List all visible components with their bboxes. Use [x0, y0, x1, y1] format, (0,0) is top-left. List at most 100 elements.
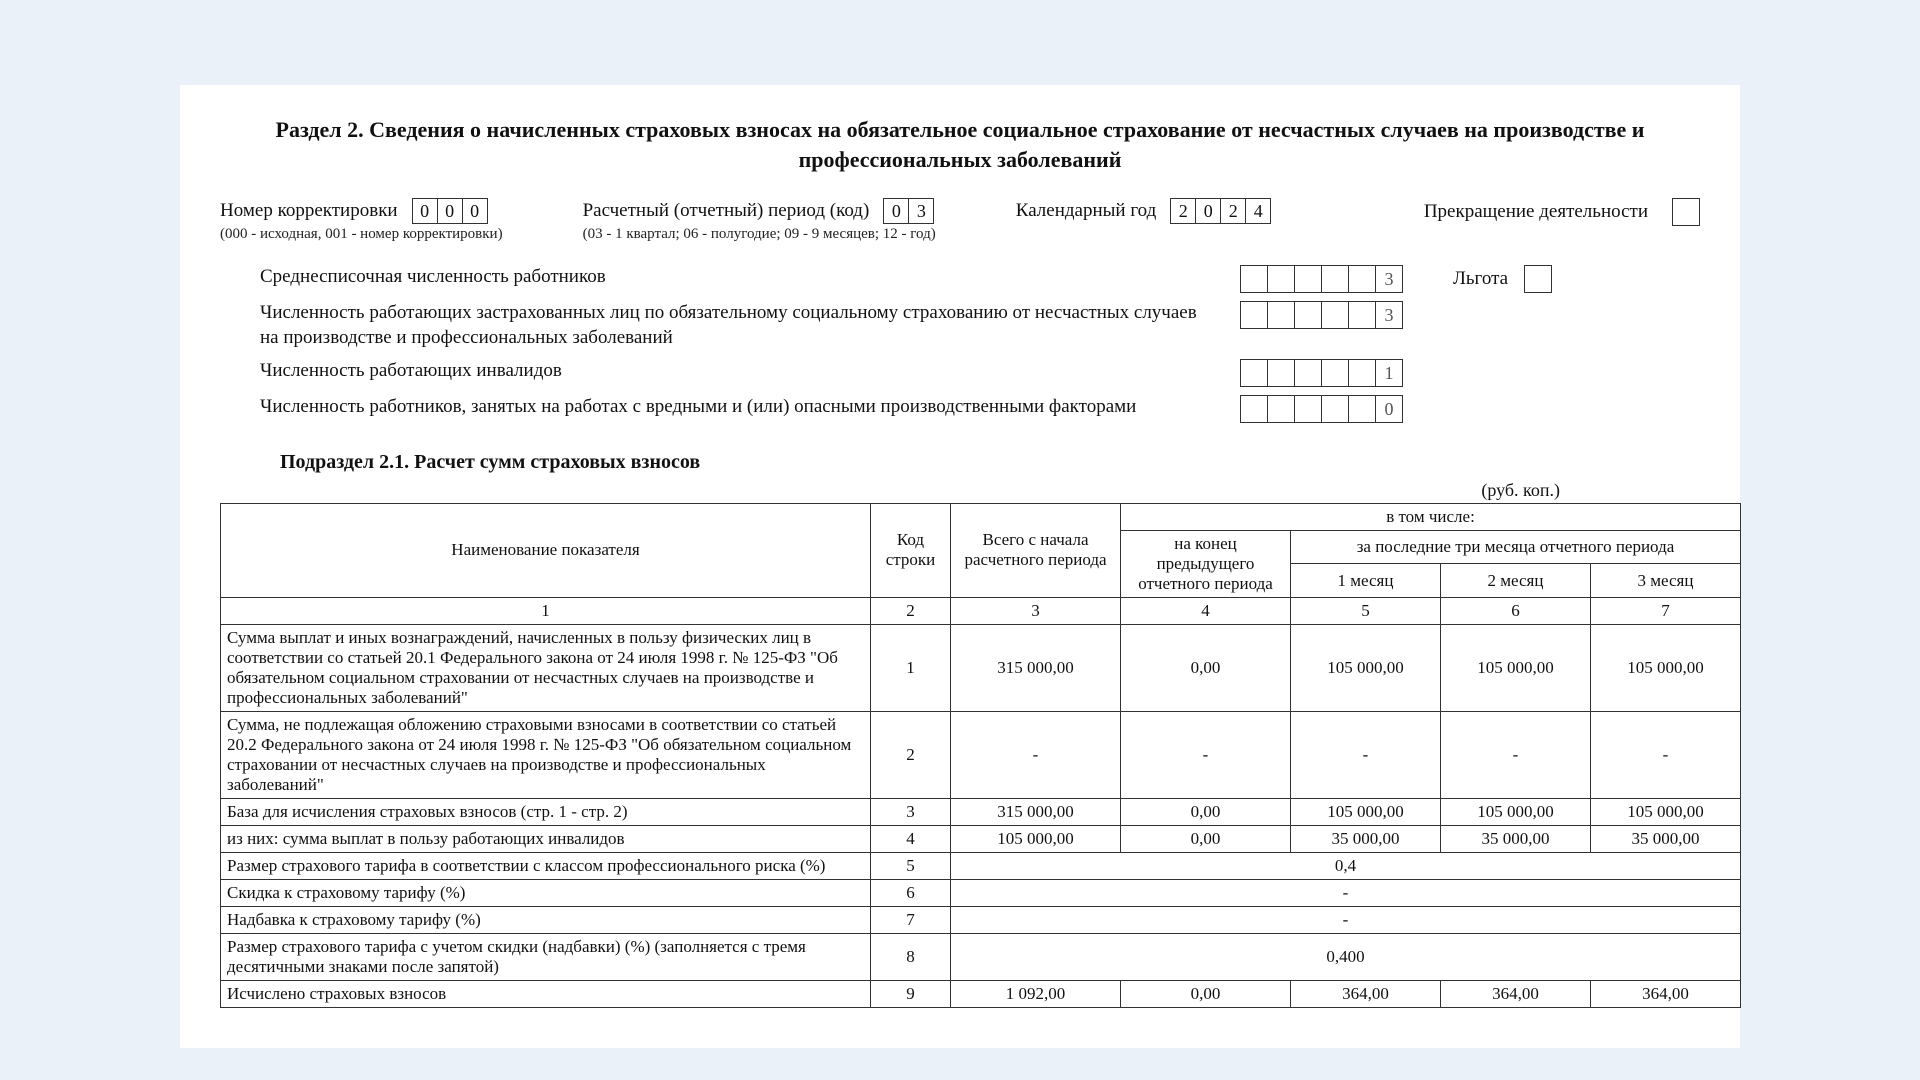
hdr-name: Наименование показателя: [221, 503, 871, 597]
digit-cell[interactable]: 0: [437, 198, 463, 224]
digit-cell[interactable]: [1348, 395, 1376, 423]
row-name: Сумма, не подлежащая обложению страховым…: [221, 711, 871, 798]
table-row: База для исчисления страховых взносов (с…: [221, 798, 1741, 825]
row-value: 1 092,00: [951, 980, 1121, 1007]
digit-cell[interactable]: [1267, 395, 1295, 423]
digit-cell[interactable]: 3: [1375, 301, 1403, 329]
row-name: База для исчисления страховых взносов (с…: [221, 798, 871, 825]
row-value: 105 000,00: [1441, 624, 1591, 711]
stats-value-cells: 3: [1240, 301, 1403, 329]
digit-cell[interactable]: 4: [1245, 198, 1271, 224]
row-code: 9: [871, 980, 951, 1007]
digit-cell[interactable]: 0: [1195, 198, 1221, 224]
table-head: Наименование показателя Код строки Всего…: [221, 503, 1741, 624]
digit-cell[interactable]: [1321, 395, 1349, 423]
row-merged-value: -: [951, 879, 1741, 906]
stats-row: Численность работников, занятых на работ…: [260, 395, 1700, 423]
row-code: 7: [871, 906, 951, 933]
row-value: 0,00: [1121, 825, 1291, 852]
digit-cell[interactable]: [1267, 359, 1295, 387]
table-row: Сумма, не подлежащая обложению страховым…: [221, 711, 1741, 798]
row-name: Скидка к страховому тарифу (%): [221, 879, 871, 906]
digit-cell[interactable]: 2: [1170, 198, 1196, 224]
digit-cell[interactable]: 0: [1375, 395, 1403, 423]
hdr-last3: за последние три месяца отчетного период…: [1291, 530, 1741, 564]
digit-cell[interactable]: [1321, 265, 1349, 293]
row-name: из них: сумма выплат в пользу работающих…: [221, 825, 871, 852]
digit-cell[interactable]: 2: [1220, 198, 1246, 224]
column-number-row: 1234567: [221, 597, 1741, 624]
page-title: Раздел 2. Сведения о начисленных страхов…: [260, 115, 1660, 174]
row-name: Исчислено страховых взносов: [221, 980, 871, 1007]
digit-cell[interactable]: 1: [1375, 359, 1403, 387]
row-code: 6: [871, 879, 951, 906]
row-merged-value: 0,400: [951, 933, 1741, 980]
header-row: Номер корректировки 000 (000 - исходная,…: [220, 198, 1700, 243]
digit-cell[interactable]: [1240, 395, 1268, 423]
correction-cells: 000: [412, 198, 488, 224]
row-value: -: [1591, 711, 1741, 798]
digit-cell[interactable]: [1348, 301, 1376, 329]
row-value: 105 000,00: [1291, 624, 1441, 711]
row-value: 105 000,00: [1591, 798, 1741, 825]
calc-table: Наименование показателя Код строки Всего…: [220, 503, 1741, 1008]
digit-cell[interactable]: 3: [1375, 265, 1403, 293]
column-number: 7: [1591, 597, 1741, 624]
digit-cell[interactable]: 0: [412, 198, 438, 224]
benefit-checkbox[interactable]: [1524, 265, 1552, 293]
hdr-prev: на конец предыдущего отчетного периода: [1121, 530, 1291, 597]
digit-cell[interactable]: [1294, 395, 1322, 423]
digit-cell[interactable]: [1240, 301, 1268, 329]
stats-row: Среднесписочная численность работников3Л…: [260, 265, 1700, 293]
row-value: 315 000,00: [951, 798, 1121, 825]
row-value: -: [1121, 711, 1291, 798]
termination-checkbox[interactable]: [1672, 198, 1700, 226]
year-cells: 2024: [1170, 198, 1271, 224]
hdr-m3: 3 месяц: [1591, 564, 1741, 598]
digit-cell[interactable]: 0: [462, 198, 488, 224]
digit-cell[interactable]: [1321, 359, 1349, 387]
hdr-including: в том числе:: [1121, 503, 1741, 530]
table-row: Размер страхового тарифа в соответствии …: [221, 852, 1741, 879]
digit-cell[interactable]: [1267, 301, 1295, 329]
correction-label: Номер корректировки: [220, 200, 398, 222]
table-row: Исчислено страховых взносов91 092,000,00…: [221, 980, 1741, 1007]
digit-cell[interactable]: [1321, 301, 1349, 329]
period-cells: 03: [883, 198, 934, 224]
stats-label: Численность работающих инвалидов: [260, 359, 1220, 384]
row-value: 364,00: [1591, 980, 1741, 1007]
digit-cell[interactable]: [1294, 265, 1322, 293]
digit-cell[interactable]: [1240, 265, 1268, 293]
digit-cell[interactable]: [1294, 359, 1322, 387]
benefit-block: Льгота: [1453, 265, 1552, 293]
row-name: Размер страхового тарифа с учетом скидки…: [221, 933, 871, 980]
digit-cell[interactable]: [1348, 359, 1376, 387]
stats-row: Численность работающих застрахованных ли…: [260, 301, 1700, 350]
column-number: 4: [1121, 597, 1291, 624]
digit-cell[interactable]: 3: [908, 198, 934, 224]
row-value: 0,00: [1121, 980, 1291, 1007]
row-value: 364,00: [1291, 980, 1441, 1007]
digit-cell[interactable]: [1267, 265, 1295, 293]
digit-cell[interactable]: [1240, 359, 1268, 387]
digit-cell[interactable]: [1294, 301, 1322, 329]
period-note: (03 - 1 квартал; 06 - полугодие; 09 - 9 …: [583, 226, 936, 243]
row-value: 105 000,00: [1591, 624, 1741, 711]
period-block: Расчетный (отчетный) период (код) 03 (03…: [583, 198, 936, 243]
subsection-title: Подраздел 2.1. Расчет сумм страховых взн…: [280, 451, 1700, 474]
stats-value-cells: 1: [1240, 359, 1403, 387]
hdr-m2: 2 месяц: [1441, 564, 1591, 598]
correction-note: (000 - исходная, 001 - номер корректиров…: [220, 226, 503, 243]
row-value: 0,00: [1121, 624, 1291, 711]
column-number: 6: [1441, 597, 1591, 624]
stats-value-cells: 0: [1240, 395, 1403, 423]
digit-cell[interactable]: 0: [883, 198, 909, 224]
table-body: Сумма выплат и иных вознаграждений, начи…: [221, 624, 1741, 1007]
column-number: 5: [1291, 597, 1441, 624]
digit-cell[interactable]: [1348, 265, 1376, 293]
table-row: Размер страхового тарифа с учетом скидки…: [221, 933, 1741, 980]
row-value: -: [951, 711, 1121, 798]
hdr-code: Код строки: [871, 503, 951, 597]
stats-row: Численность работающих инвалидов 1: [260, 359, 1700, 387]
row-value: -: [1291, 711, 1441, 798]
